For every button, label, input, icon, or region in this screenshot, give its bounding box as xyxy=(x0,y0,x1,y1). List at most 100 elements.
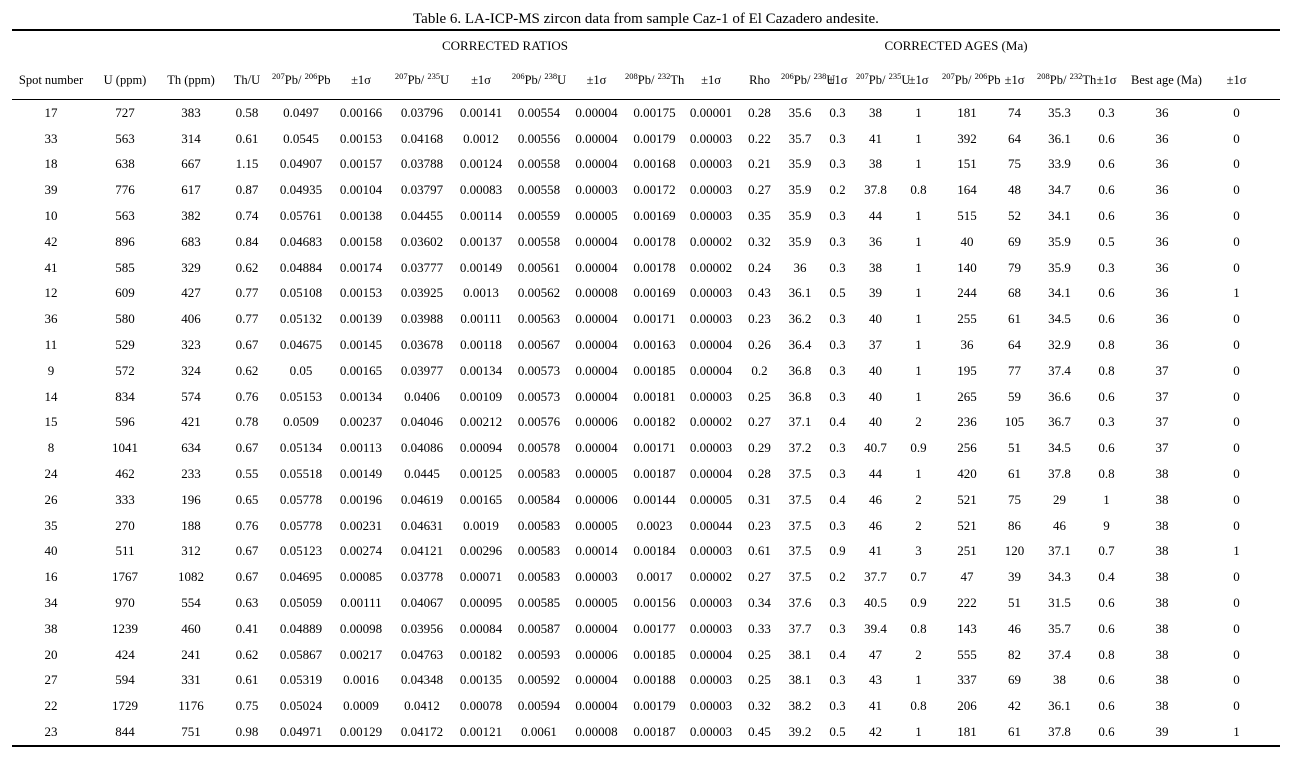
table-row: 20 424 241 0.62 0.05867 0.00217 0.04763 0.00182… xyxy=(12,642,1280,668)
zircon-data-table: CORRECTED RATIOS CORRECTED AGES (Ma) Spot… xyxy=(12,29,1281,747)
cell-ratio-207pb-235u: 0.04455 xyxy=(400,208,444,224)
col-header-spot-number: Spot number xyxy=(12,61,90,100)
cell-th-u: 0.41 xyxy=(235,620,259,636)
cell-ratio-207pb-206pb: 0.0545 xyxy=(283,130,319,146)
cell-err-age-208pb-232th: 0.4 xyxy=(1098,569,1115,585)
cell-th-ppm: 331 xyxy=(181,672,201,688)
cell-err-age-208pb-232th: 0.6 xyxy=(1098,130,1115,146)
cell-err-ratio-206pb-238u: 0.00005 xyxy=(575,517,618,533)
cell-th-ppm: 667 xyxy=(181,156,201,172)
cell-err-ratio-208pb-232th: 0.00003 xyxy=(689,440,733,456)
cell-age-206pb-238u: 38.1 xyxy=(788,672,812,688)
cell-best-age-ma: 36 xyxy=(1155,104,1169,120)
cell-th-u: 0.67 xyxy=(235,543,259,559)
cell-spot-number: 35 xyxy=(44,517,58,533)
cell-err-age-206pb-238u: 0.2 xyxy=(829,182,846,198)
cell-age-207pb-206pb: 265 xyxy=(957,388,977,404)
cell-th-u: 0.62 xyxy=(235,362,259,378)
cell-th-ppm: 196 xyxy=(181,491,201,507)
cell-ratio-207pb-235u: 0.03796 xyxy=(400,104,444,120)
cell-err-age-208pb-232th: 0.6 xyxy=(1098,311,1115,327)
cell-err-ratio-207pb-235u: 0.0012 xyxy=(463,130,499,146)
cell-spot-number: 41 xyxy=(44,259,58,275)
cell-age-206pb-238u: 35.9 xyxy=(788,182,812,198)
cell-age-207pb-206pb: 521 xyxy=(957,517,977,533)
cell-u-ppm: 572 xyxy=(115,362,135,378)
cell-age-208pb-232th: 37.8 xyxy=(1048,466,1071,482)
cell-err-ratio-208pb-232th: 0.00003 xyxy=(689,311,733,327)
cell-err-best-age: 0 xyxy=(1233,672,1240,688)
cell-ratio-207pb-235u: 0.03988 xyxy=(400,311,444,327)
cell-u-ppm: 1239 xyxy=(112,620,138,636)
cell-ratio-207pb-235u: 0.03788 xyxy=(400,156,444,172)
cell-err-ratio-207pb-206pb: 0.00158 xyxy=(339,233,383,249)
cell-err-ratio-207pb-206pb: 0.00196 xyxy=(339,491,383,507)
cell-best-age-ma: 36 xyxy=(1155,233,1169,249)
isotope-mass-superscript: 238 xyxy=(544,70,558,81)
cell-spot-number: 10 xyxy=(44,208,58,224)
cell-ratio-207pb-235u: 0.03602 xyxy=(400,233,444,249)
cell-best-age-ma: 39 xyxy=(1131,719,1194,747)
cell-rho: 0.25 xyxy=(748,646,771,662)
cell-age-207pb-235u: 40.7 xyxy=(864,440,887,456)
cell-err-age-207pb-206pb: 68 xyxy=(1008,285,1022,301)
cell-err-age-208pb-232th: 0.6 xyxy=(1098,182,1115,198)
cell-spot-number: 18 xyxy=(44,156,58,172)
cell-ratio-207pb-235u: 0.03977 xyxy=(400,362,444,378)
cell-age-206pb-238u: 37.5 xyxy=(788,466,812,482)
cell-u-ppm: 333 xyxy=(115,491,135,507)
cell-err-age-207pb-235u: 2 xyxy=(915,646,922,662)
cell-err-ratio-206pb-238u: 0.00004 xyxy=(575,104,618,120)
cell-err-age-206pb-238u: 0.3 xyxy=(829,620,846,636)
cell-age-207pb-206pb: 36 xyxy=(960,337,974,353)
cell-err-age-207pb-235u: 1 xyxy=(915,259,922,275)
cell-age-207pb-235u: 41 xyxy=(869,543,883,559)
cell-th-u: 0.58 xyxy=(235,104,259,120)
cell-ratio-207pb-235u: 0.03678 xyxy=(400,337,444,353)
cell-ratio-208pb-232th: 0.00185 xyxy=(633,646,676,662)
cell-age-206pb-238u: 35.9 xyxy=(788,233,812,249)
cell-err-ratio-207pb-206pb: 0.00134 xyxy=(339,388,383,404)
cell-th-u: 1.15 xyxy=(235,156,259,172)
col-header-err-ratio-206pb-238u: ±1σ xyxy=(568,61,625,100)
cell-err-age-206pb-238u: 0.5 xyxy=(829,285,846,301)
cell-th-ppm: 323 xyxy=(181,337,201,353)
cell-err-ratio-207pb-206pb: 0.00217 xyxy=(339,646,383,662)
cell-th-ppm: 574 xyxy=(181,388,201,404)
cell-age-208pb-232th: 33.9 xyxy=(1048,156,1071,172)
cell-err-best-age: 0 xyxy=(1233,156,1240,172)
cell-th-ppm: 314 xyxy=(181,130,201,146)
cell-th-u: 0.76 xyxy=(235,388,259,404)
isotope-mass-superscript: 206 xyxy=(511,70,525,81)
cell-rho: 0.2 xyxy=(751,362,768,378)
isotope-mass-superscript: 207 xyxy=(394,70,408,81)
cell-u-ppm: 844 xyxy=(90,719,160,747)
cell-err-age-208pb-232th: 0.3 xyxy=(1098,414,1115,430)
table-row: 23 844 751 0.98 0.04971 0.00129 0.04172 0.00121… xyxy=(12,719,1281,747)
cell-err-ratio-207pb-206pb: 0.00174 xyxy=(339,259,383,275)
cell-err-ratio-206pb-238u: 0.00004 xyxy=(575,130,618,146)
cell-spot-number: 15 xyxy=(44,414,58,430)
group-header-spacer xyxy=(12,29,272,61)
cell-age-207pb-206pb: 40 xyxy=(960,233,974,249)
cell-spot-number: 22 xyxy=(44,698,58,714)
cell-best-age-ma: 36 xyxy=(1155,337,1169,353)
cell-age-206pb-238u: 36.4 xyxy=(788,337,812,353)
cell-age-206pb-238u: 35.9 xyxy=(788,208,812,224)
col-header-best-age-ma: Best age (Ma) xyxy=(1131,61,1202,100)
cell-err-ratio-207pb-206pb: 0.00165 xyxy=(339,362,383,378)
cell-th-u: 0.62 xyxy=(235,259,259,275)
cell-th-ppm: 554 xyxy=(181,595,201,611)
cell-u-ppm: 585 xyxy=(115,259,135,275)
cell-ratio-208pb-232th: 0.00171 xyxy=(633,311,676,327)
cell-err-ratio-207pb-235u: 0.0019 xyxy=(463,517,499,533)
cell-ratio-207pb-235u: 0.03797 xyxy=(400,182,444,198)
cell-spot-number: 42 xyxy=(44,233,58,249)
cell-err-ratio-206pb-238u: 0.00005 xyxy=(575,466,618,482)
cell-ratio-207pb-235u: 0.03778 xyxy=(400,569,444,585)
cell-rho: 0.34 xyxy=(748,595,771,611)
cell-ratio-206pb-238u: 0.00583 xyxy=(517,569,561,585)
cell-err-age-208pb-232th: 9 xyxy=(1103,517,1110,533)
cell-spot-number: 12 xyxy=(44,285,58,301)
